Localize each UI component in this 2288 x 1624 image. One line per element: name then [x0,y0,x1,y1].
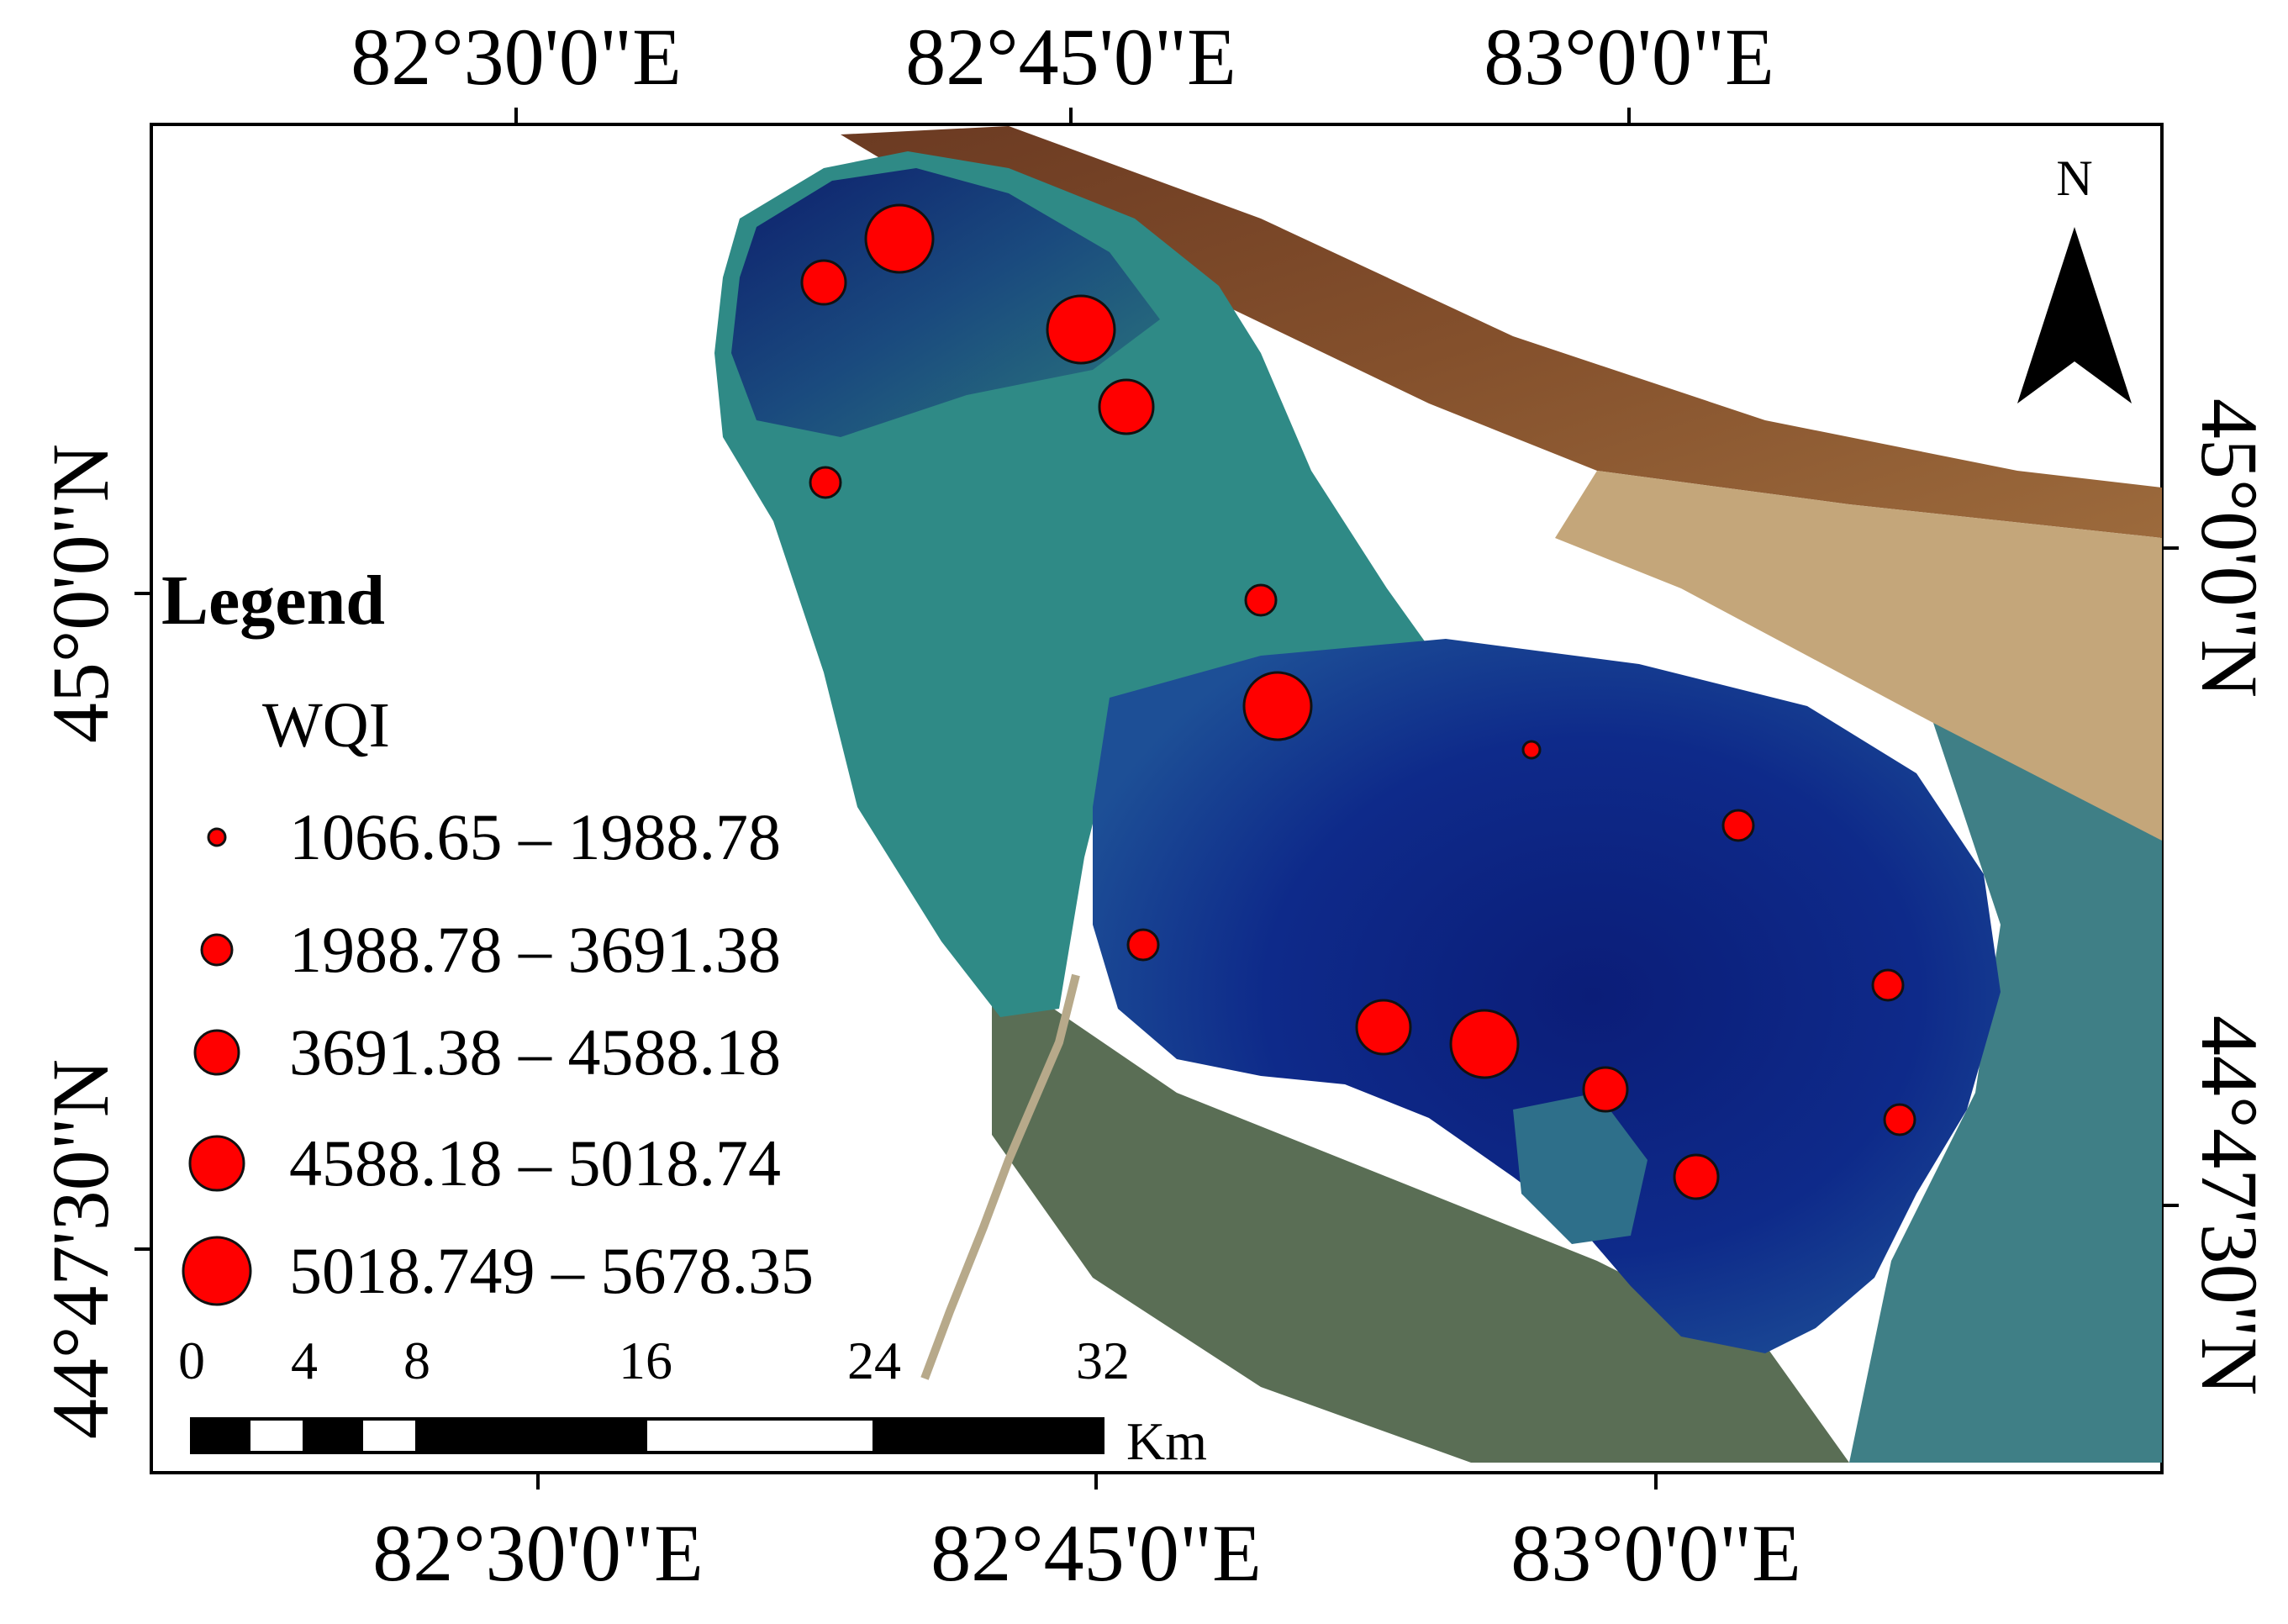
axis-ticks [134,108,2179,1490]
mountain-slope [841,126,2162,538]
sampling-point-p9 [1721,809,1755,842]
north-arrow: N [2017,150,2132,403]
scale-segment-6 [644,1417,876,1454]
scale-segment-5 [415,1417,647,1454]
legend-label-3: 3691.38 – 4588.18 [289,1015,781,1089]
legend-symbol-1 [207,827,227,847]
sampling-point-p2 [800,259,847,306]
sampling-points [800,203,1916,1200]
satellite-image [714,126,2162,1463]
sampling-point-p7 [1242,671,1313,741]
north-lake-deep [731,168,1160,437]
north-arrow-label: N [2056,150,2092,206]
legend-label-5: 5018.749 – 5678.35 [289,1234,814,1307]
legend-symbol-2 [200,933,234,967]
legend-symbol-5 [182,1236,252,1306]
right-axis-label-1: 45°0'0"N [2185,398,2275,698]
sampling-point-p11 [1355,999,1412,1056]
legend-symbol-3 [193,1029,240,1076]
scale-segment-2 [247,1417,306,1454]
south-land [992,967,1849,1463]
sampling-point-p10 [1126,928,1160,962]
left-axis-label-2: 44°47'30"N [35,1059,125,1439]
legend-label-1: 1066.65 – 1988.78 [289,800,781,873]
bottom-axis-label-3: 83°0'0"E [1510,1508,1801,1598]
legend-label-4: 4588.18 – 5018.74 [289,1126,781,1200]
south-lagoon [1513,1093,1647,1244]
scale-tick-8: 8 [403,1331,430,1390]
scale-segment-1 [190,1417,250,1454]
scale-bar: 0 4 8 16 24 32 Km [178,1331,1207,1471]
top-axis-label-1: 82°30'0"E [351,12,682,102]
scale-segment-4 [360,1417,419,1454]
scale-tick-4: 4 [291,1331,318,1390]
east-wetland [1849,723,2162,1463]
main-lake [1093,639,2001,1353]
sampling-point-p3 [1046,294,1116,365]
right-axis-label-2: 44°47'30"N [2185,1015,2275,1395]
top-axis-label-2: 82°45'0"E [905,12,1236,102]
scale-unit: Km [1126,1411,1207,1471]
bottom-axis-label-2: 82°45'0"E [930,1508,1262,1598]
sampling-point-p1 [864,203,935,274]
legend-symbol-4 [188,1135,245,1192]
sampling-point-p5 [809,466,842,499]
scale-segment-7 [872,1417,1104,1454]
left-axis-label-1: 45°0'0"N [35,444,125,743]
scale-tick-16: 16 [619,1331,672,1390]
top-axis-label-3: 83°0'0"E [1484,12,1774,102]
sampling-point-p16 [1673,1153,1720,1200]
legend-label-2: 1988.78 – 3691.38 [289,913,781,986]
sampling-point-p6 [1244,583,1278,617]
sampling-point-p13 [1871,968,1905,1002]
sampling-point-p4 [1098,378,1155,435]
legend-title: Legend [161,562,385,640]
legend-field: WQI [262,690,390,761]
sampling-point-p8 [1521,740,1542,760]
legend-items: 1066.65 – 1988.78 1988.78 – 3691.38 3691.3… [182,800,814,1307]
sampling-point-p12 [1449,1009,1520,1079]
legend: Legend WQI 1066.65 – 1988.78 1988.78 – 36… [161,562,814,1307]
scale-tick-32: 32 [1076,1331,1130,1390]
bottom-axis-label-1: 82°30'0"E [372,1508,704,1598]
scale-tick-0: 0 [178,1331,205,1390]
sampling-point-p14 [1582,1066,1629,1113]
scale-tick-24: 24 [847,1331,901,1390]
river-channel [920,973,1080,1380]
sampling-point-p15 [1883,1103,1916,1136]
north-arrow-icon [2017,227,2132,403]
scale-segment-3 [303,1417,363,1454]
